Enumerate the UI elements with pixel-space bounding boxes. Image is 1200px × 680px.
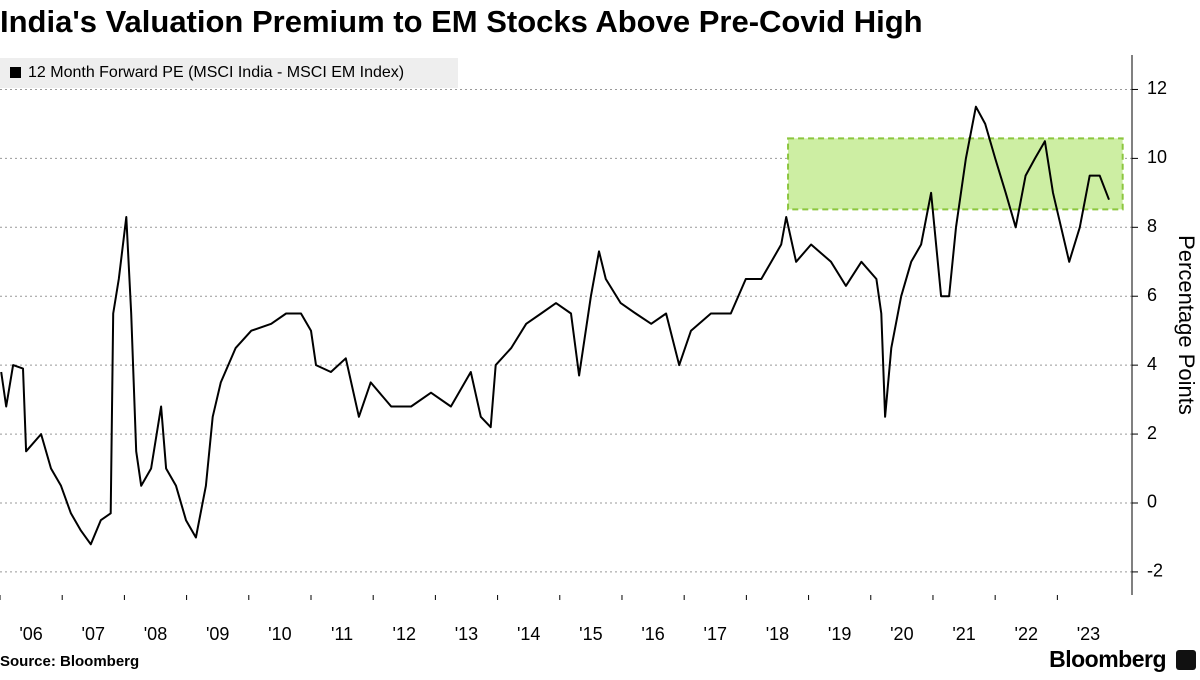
x-tick-label: '15 — [579, 624, 602, 644]
chart-title: India's Valuation Premium to EM Stocks A… — [0, 4, 923, 39]
x-tick-label: '16 — [641, 624, 664, 644]
legend-label: 12 Month Forward PE (MSCI India - MSCI E… — [28, 64, 404, 81]
y-tick-label: 2 — [1147, 423, 1157, 443]
x-tick-label: '23 — [1077, 624, 1100, 644]
logo-icon — [1176, 650, 1196, 670]
legend-box — [0, 58, 458, 88]
y-tick-label: -2 — [1147, 561, 1163, 581]
x-tick-label: '12 — [393, 624, 416, 644]
y-tick-label: 8 — [1147, 216, 1157, 236]
x-tick-label: '10 — [268, 624, 291, 644]
x-tick-label: '13 — [455, 624, 478, 644]
x-tick-label: '21 — [952, 624, 975, 644]
x-tick-label: '07 — [82, 624, 105, 644]
x-tick-label: '06 — [19, 624, 42, 644]
x-tick-label: '17 — [704, 624, 727, 644]
x-tick-label: '11 — [331, 624, 353, 644]
y-axis-label: Percentage Points — [1174, 235, 1199, 415]
legend-swatch — [10, 67, 21, 78]
x-tick-label: '08 — [144, 624, 167, 644]
x-tick-label: '18 — [766, 624, 789, 644]
y-tick-label: 10 — [1147, 147, 1167, 167]
logo: Bloomberg — [1049, 646, 1166, 672]
y-tick-label: 6 — [1147, 285, 1157, 305]
y-tick-label: 4 — [1147, 354, 1157, 374]
x-tick-label: '19 — [828, 624, 851, 644]
x-tick-label: '09 — [206, 624, 229, 644]
x-tick-label: '14 — [517, 624, 540, 644]
y-tick-label: 0 — [1147, 492, 1157, 512]
y-tick-label: 12 — [1147, 78, 1167, 98]
source: Source: Bloomberg — [0, 653, 139, 670]
highlight-box — [787, 137, 1124, 211]
x-tick-label: '22 — [1015, 624, 1038, 644]
data-line — [0, 105, 1110, 546]
x-tick-label: '20 — [890, 624, 913, 644]
